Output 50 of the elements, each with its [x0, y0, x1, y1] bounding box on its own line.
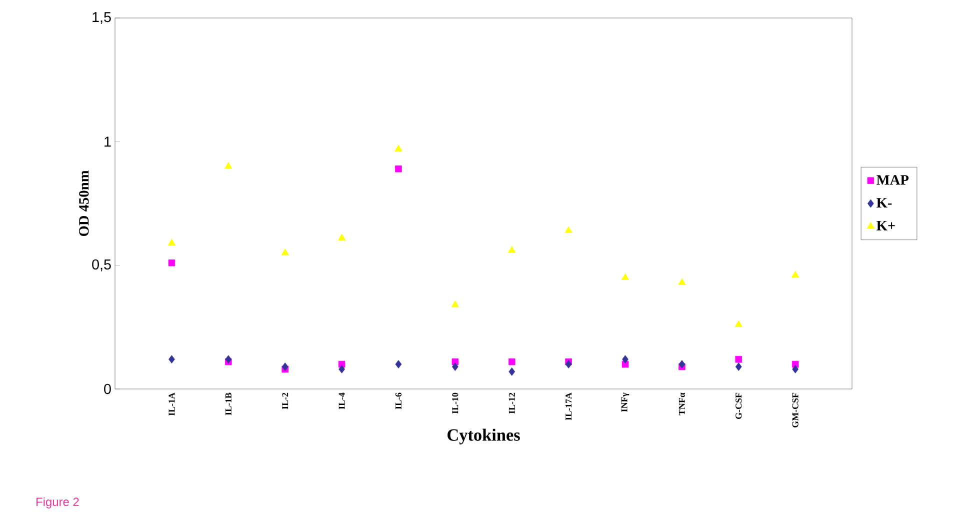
x-tick-label: IL-12: [508, 392, 515, 414]
x-tick-label: G-CSF: [736, 392, 742, 419]
point: [282, 362, 288, 371]
point: [395, 360, 402, 368]
legend-label: K+: [876, 220, 895, 230]
point: [168, 238, 176, 246]
x-tick-label: INFγ: [621, 392, 630, 412]
legend-label: MAP: [876, 175, 909, 185]
x-axis-title: Cytokines: [448, 428, 520, 444]
point: [224, 162, 232, 169]
point: [338, 234, 346, 240]
x-tick-label: IL-1B: [225, 392, 232, 416]
point: [508, 246, 516, 253]
point: [735, 356, 742, 363]
y-tick-label: 0,5: [92, 259, 111, 272]
point: [678, 278, 686, 285]
y-tick-label: 1: [104, 136, 111, 147]
point: [792, 365, 799, 374]
point: [394, 144, 402, 152]
point: [168, 259, 176, 266]
point: [508, 358, 516, 366]
point: [338, 365, 345, 374]
legend-label: K-: [876, 198, 892, 208]
point: [451, 300, 459, 308]
point: [564, 226, 572, 233]
x-tick-label: IL-2: [282, 392, 288, 410]
point: [395, 165, 402, 172]
x-tick-label: IL-4: [338, 392, 345, 410]
point: [565, 360, 572, 368]
point: [735, 362, 742, 371]
point: [508, 367, 516, 376]
x-tick-label: IL-1A: [168, 392, 175, 416]
point: [281, 248, 289, 256]
point: [168, 355, 175, 364]
x-tick-label: IL-17A: [566, 392, 572, 420]
x-tick-label: GM-CSF: [792, 392, 798, 428]
point: [622, 355, 628, 364]
x-tick-label: TNFα: [678, 392, 685, 416]
caption: Figure 2: [36, 497, 79, 508]
x-tick-label: IL-10: [452, 392, 458, 414]
point: [621, 273, 630, 280]
y-tick-label: 1,5: [92, 12, 111, 24]
point: [452, 362, 458, 371]
point: [225, 355, 232, 364]
point: [734, 320, 742, 327]
point: [678, 360, 686, 368]
x-tick-label: IL-6: [395, 392, 402, 410]
y-axis-title: OD 450nm: [79, 170, 89, 236]
y-tick-label: 0: [104, 384, 111, 394]
point: [791, 270, 800, 278]
